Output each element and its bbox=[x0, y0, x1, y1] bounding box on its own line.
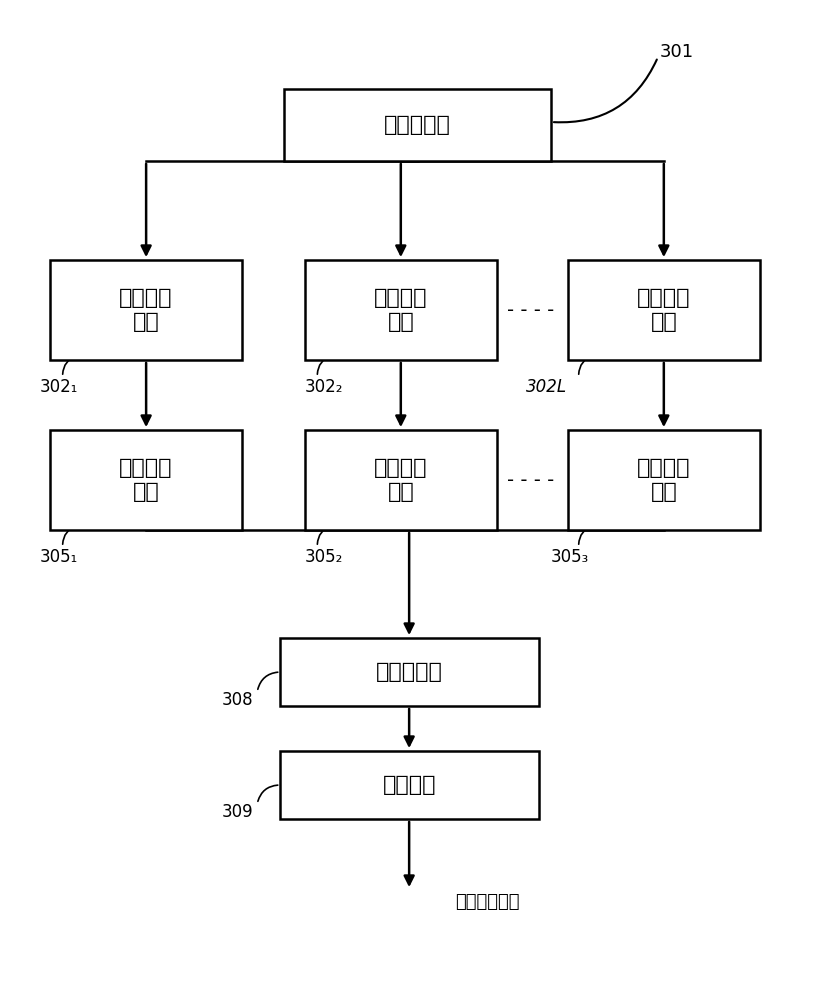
Text: 编码和调
制器: 编码和调 制器 bbox=[637, 288, 691, 332]
Text: 数据读取器: 数据读取器 bbox=[384, 115, 451, 135]
Text: 编码和调
制器: 编码和调 制器 bbox=[374, 288, 428, 332]
Text: 305₃: 305₃ bbox=[551, 548, 590, 566]
Text: 302₂: 302₂ bbox=[305, 378, 343, 396]
Text: 空域预编
码器: 空域预编 码器 bbox=[374, 458, 428, 502]
Text: - - - -: - - - - bbox=[507, 471, 554, 489]
FancyBboxPatch shape bbox=[284, 89, 551, 161]
FancyBboxPatch shape bbox=[305, 430, 497, 530]
Text: 301: 301 bbox=[660, 43, 694, 61]
Text: 信号加和器: 信号加和器 bbox=[376, 662, 443, 682]
FancyBboxPatch shape bbox=[50, 430, 242, 530]
Text: 308: 308 bbox=[221, 691, 253, 709]
FancyBboxPatch shape bbox=[280, 638, 539, 706]
FancyBboxPatch shape bbox=[305, 260, 497, 360]
FancyBboxPatch shape bbox=[280, 751, 539, 819]
Text: 302₁: 302₁ bbox=[40, 378, 78, 396]
FancyBboxPatch shape bbox=[568, 260, 760, 360]
Text: 309: 309 bbox=[221, 803, 253, 821]
Text: 空域预编
码器: 空域预编 码器 bbox=[119, 458, 173, 502]
Text: 305₂: 305₂ bbox=[305, 548, 343, 566]
FancyBboxPatch shape bbox=[568, 430, 760, 530]
Text: 305₁: 305₁ bbox=[40, 548, 78, 566]
Text: 编码和调
制器: 编码和调 制器 bbox=[119, 288, 173, 332]
Text: - - - -: - - - - bbox=[507, 300, 554, 320]
Text: 上变频器: 上变频器 bbox=[382, 775, 436, 795]
FancyBboxPatch shape bbox=[50, 260, 242, 360]
Text: 302L: 302L bbox=[526, 378, 567, 396]
Text: 空域预编
码器: 空域预编 码器 bbox=[637, 458, 691, 502]
Text: 射频发射信号: 射频发射信号 bbox=[455, 893, 519, 911]
